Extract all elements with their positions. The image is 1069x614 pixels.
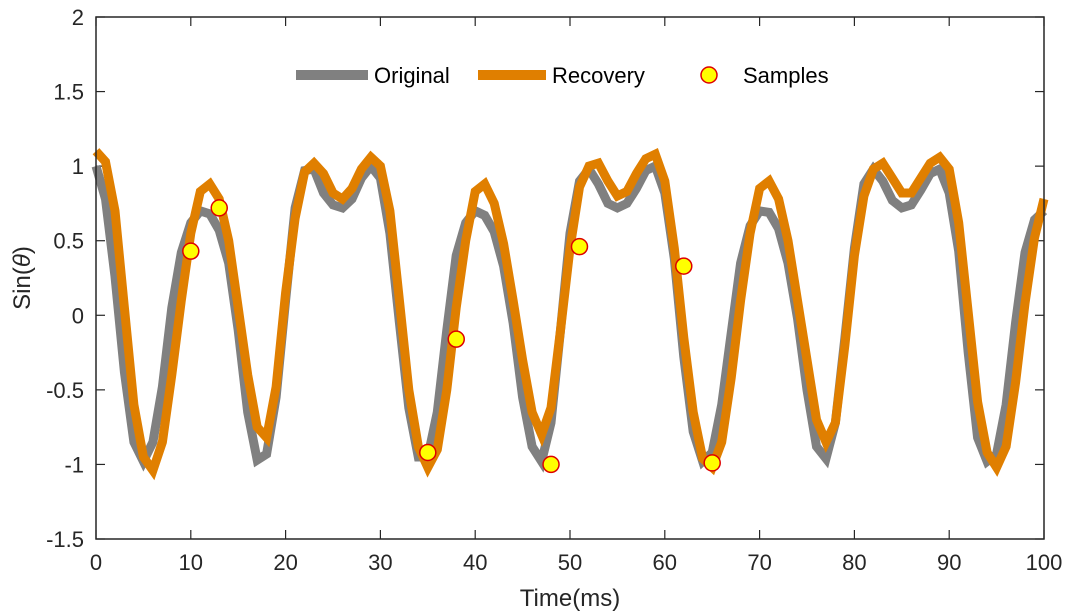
samples-layer: [182, 199, 721, 474]
x-tick-label: 70: [747, 550, 771, 575]
sample-point: [210, 199, 228, 217]
x-tick-label: 50: [558, 550, 582, 575]
x-tick-label: 80: [842, 550, 866, 575]
legend: Original Recovery Samples: [296, 63, 829, 88]
x-tick-label: 0: [90, 550, 102, 575]
plot-frame: [95, 16, 1045, 540]
sample-point: [675, 257, 693, 275]
legend-label-original: Original: [374, 63, 450, 88]
legend-label-recovery: Recovery: [552, 63, 645, 88]
x-tick-label: 20: [273, 550, 297, 575]
y-tick-label: 1.5: [53, 80, 84, 105]
x-tick-label: 10: [179, 550, 203, 575]
y-axis-title-prefix: Sin(: [9, 267, 36, 310]
y-tick-label: 0.5: [53, 229, 84, 254]
legend-label-samples: Samples: [743, 63, 829, 88]
x-tick-label: 90: [937, 550, 961, 575]
y-axis-title-symbol: θ: [9, 254, 36, 267]
sample-point: [570, 237, 589, 256]
sample-point: [703, 454, 721, 472]
x-axis-ticks: 0 10 20 30 40 50 60 70 80 90 100: [90, 17, 1062, 575]
y-tick-label: -1.5: [46, 527, 84, 552]
y-tick-label: -1: [64, 452, 84, 477]
legend-swatch-samples: [700, 66, 718, 84]
sample-point: [542, 455, 560, 474]
x-tick-label: 40: [463, 550, 487, 575]
sample-point: [447, 330, 465, 348]
x-tick-label: 30: [368, 550, 392, 575]
series-line-recovery: [92, 147, 1049, 481]
y-tick-label: 2: [72, 5, 84, 30]
sample-point: [182, 242, 200, 260]
x-tick-label: 60: [653, 550, 677, 575]
x-axis-title: Time(ms): [520, 585, 620, 612]
y-tick-label: -0.5: [46, 378, 84, 403]
x-tick-label: 100: [1026, 550, 1063, 575]
y-axis-title: Sin(θ): [9, 246, 36, 310]
series-layer: [91, 147, 1049, 481]
y-axis-title-suffix: ): [9, 246, 36, 254]
sample-point: [419, 443, 437, 462]
y-tick-label: 0: [72, 303, 84, 328]
y-tick-label: 1: [72, 154, 84, 179]
